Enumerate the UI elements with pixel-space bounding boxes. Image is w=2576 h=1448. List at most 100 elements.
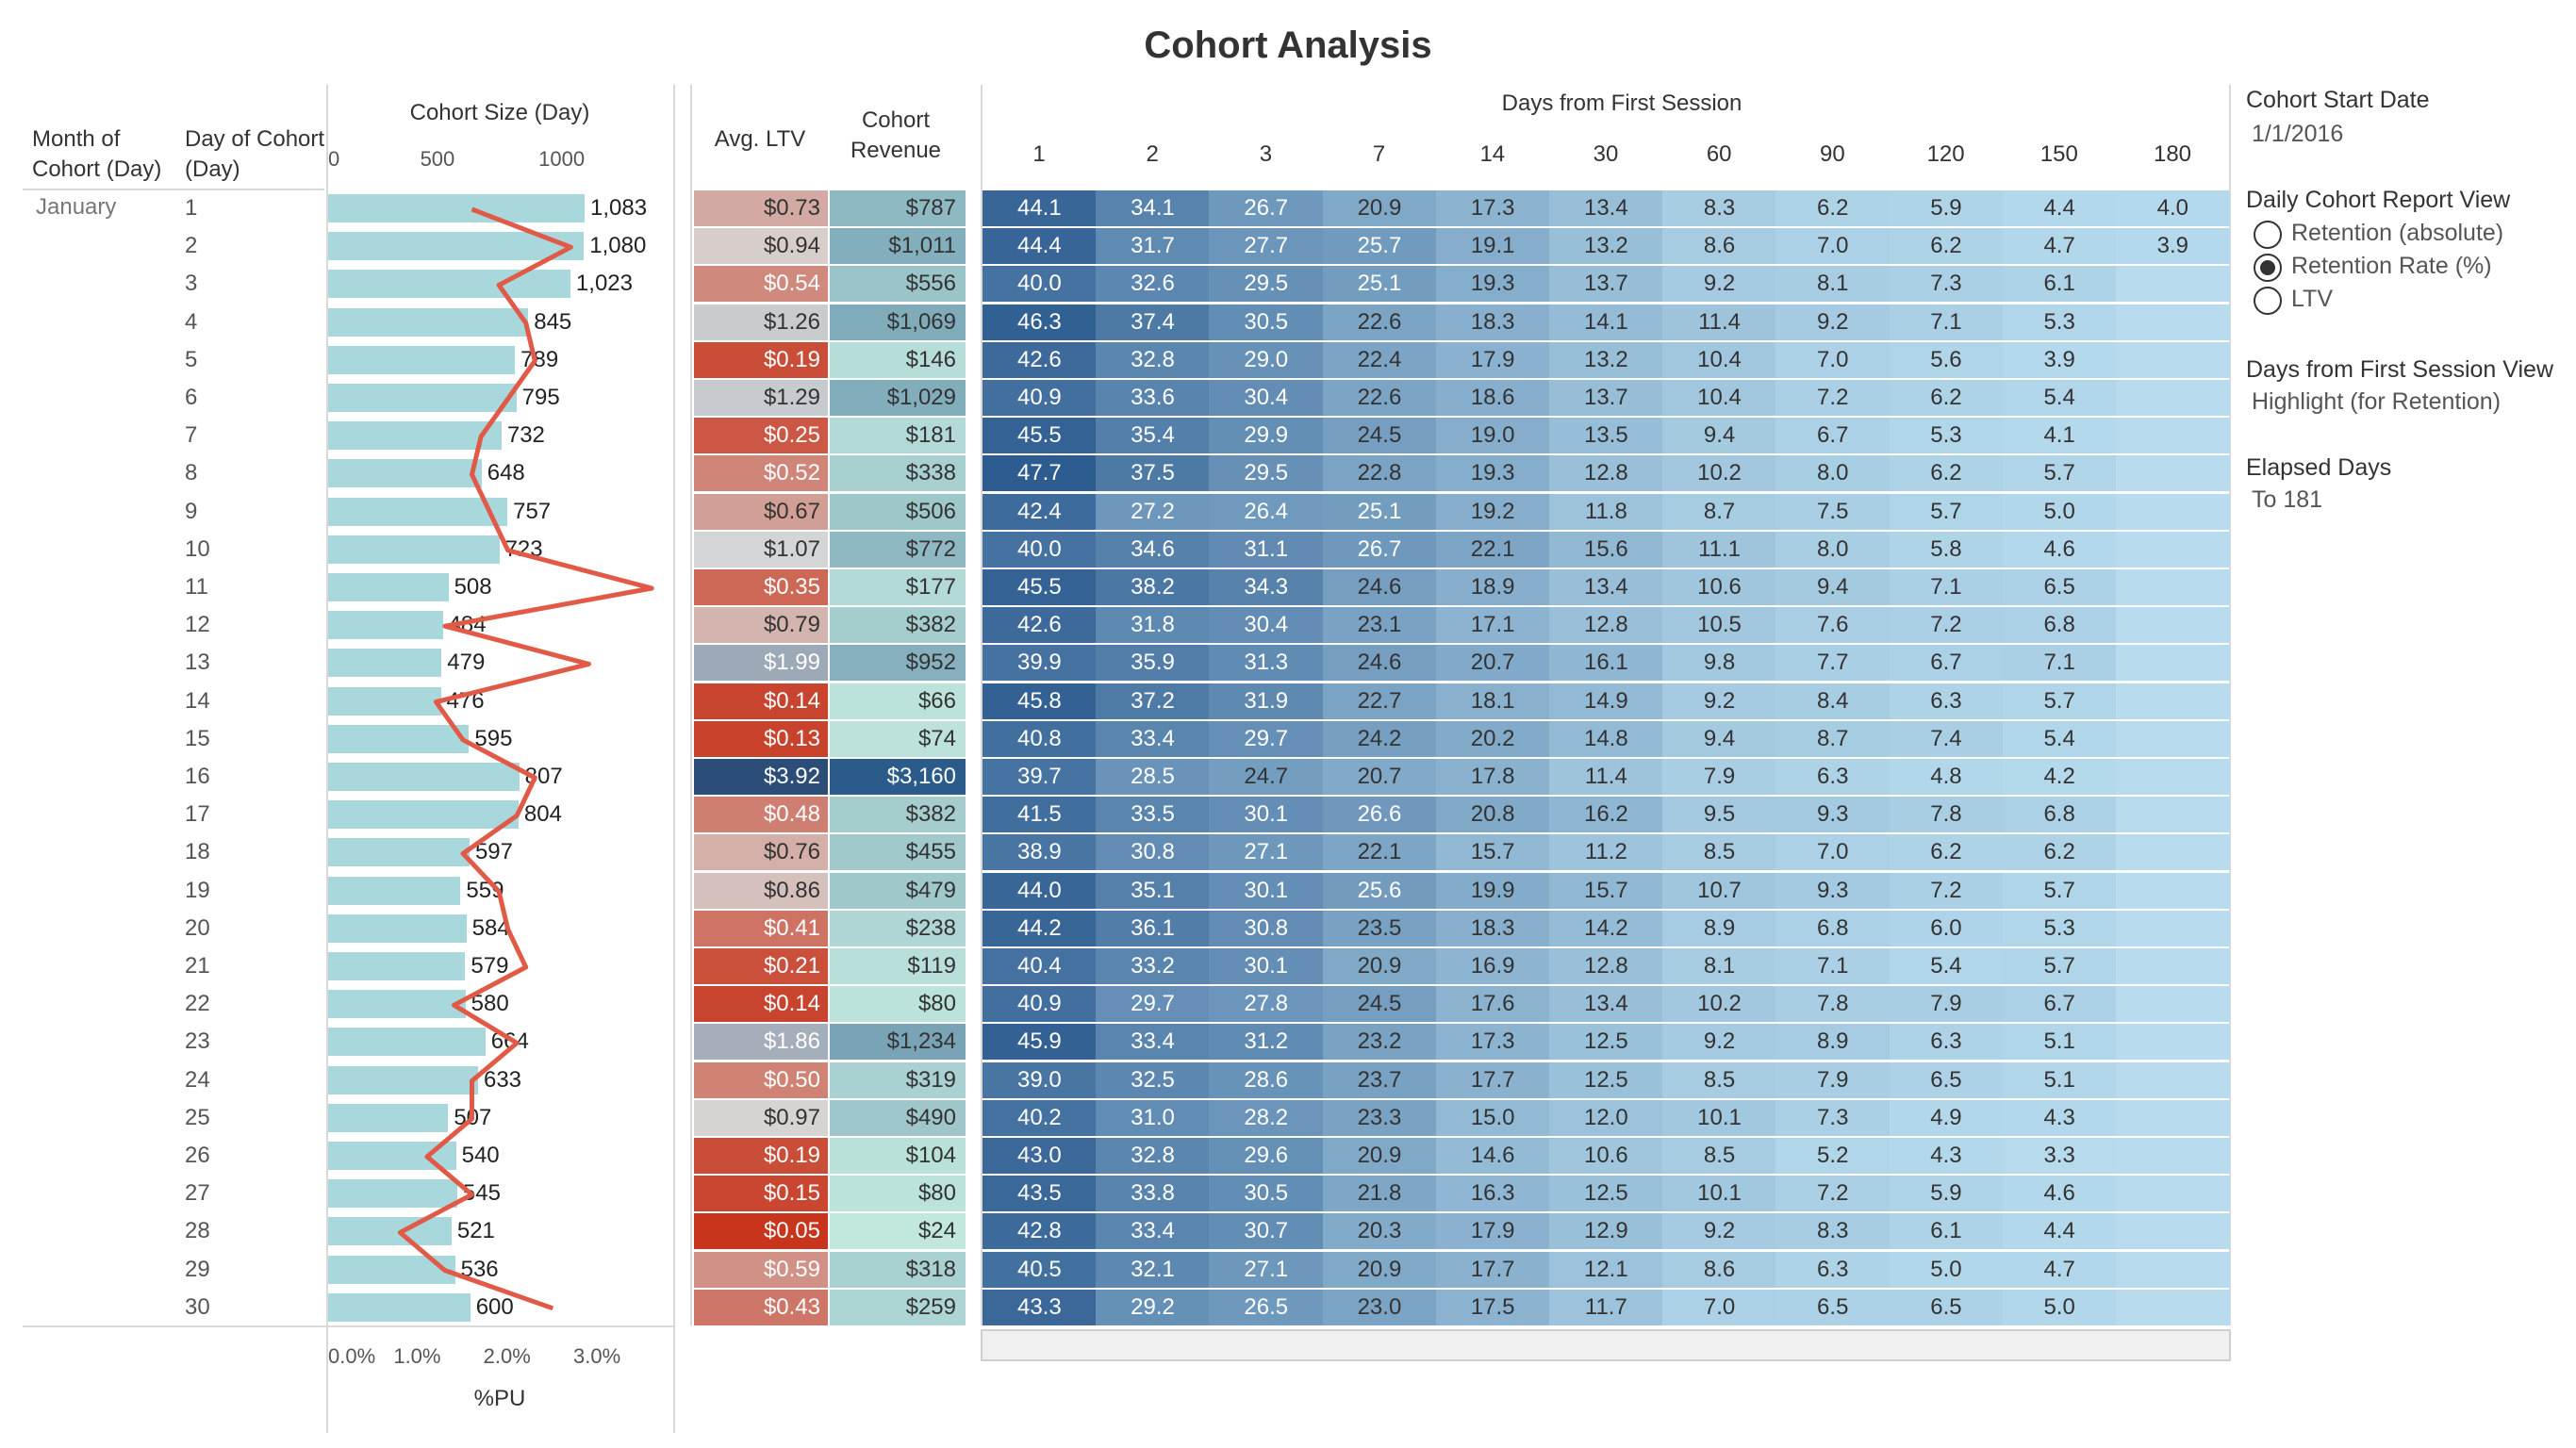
retention-cell: 27.2 (1096, 493, 1210, 530)
retention-cell: 32.8 (1096, 1138, 1210, 1174)
retention-cell: 6.2 (1889, 380, 2004, 416)
cohort-size-bar (328, 1292, 471, 1322)
cohort-revenue-cell: $772 (830, 531, 966, 568)
retention-cell (2116, 607, 2230, 644)
retention-cell: 37.5 (1096, 455, 1210, 492)
retention-cell: 17.3 (1435, 1024, 1550, 1061)
cohort-size-label: 648 (487, 460, 525, 486)
cohort-size-bar (328, 763, 520, 791)
cohort-revenue-cell: $177 (830, 569, 966, 605)
retention-cell: 13.2 (1549, 228, 1663, 265)
retention-cell: 29.5 (1209, 455, 1324, 492)
retention-cell: 20.9 (1322, 1138, 1437, 1174)
retention-cell: 6.3 (1775, 1251, 1891, 1288)
pu-axis-tick: 1.0% (393, 1344, 441, 1368)
retention-cell: 10.5 (1662, 607, 1776, 644)
retention-cell (2116, 797, 2230, 833)
horizontal-scrollbar[interactable] (981, 1329, 2231, 1361)
elapsed-days-value[interactable]: To 181 (2252, 486, 2323, 513)
cohort-start-date-value[interactable]: 1/1/2016 (2252, 121, 2344, 147)
retention-cell: 31.8 (1096, 607, 1210, 644)
retention-cell: 7.7 (1775, 645, 1891, 682)
retention-cell: 31.9 (1209, 683, 1324, 719)
cohort-size-label: 804 (523, 801, 562, 828)
retention-cell: 10.1 (1662, 1176, 1776, 1212)
retention-cell: 7.0 (1662, 1289, 1776, 1325)
cohort-size-bar (328, 535, 500, 564)
report-view-option-label[interactable]: Retention Rate (%) (2291, 253, 2492, 279)
day-label: 13 (185, 650, 210, 676)
report-view-radio[interactable] (2254, 254, 2282, 282)
report-view-option-label[interactable]: LTV (2291, 286, 2333, 312)
retention-cell: 30.8 (1096, 834, 1210, 871)
day-column-header: 30 (1593, 141, 1619, 167)
day-label: 14 (185, 687, 210, 714)
report-view-option-label[interactable]: Retention (absolute) (2291, 220, 2504, 246)
report-view-radio[interactable] (2254, 221, 2282, 249)
cohort-size-label: 600 (475, 1293, 514, 1320)
cohort-size-bar (328, 952, 466, 980)
retention-cell: 8.9 (1775, 1024, 1891, 1061)
cohort-size-label: 521 (456, 1218, 495, 1244)
day-label: 9 (185, 498, 198, 524)
day-label: 22 (185, 991, 210, 1017)
avg-ltv-cell: $1.26 (694, 304, 828, 340)
cohort-size-bar (328, 611, 443, 640)
day-label: 27 (185, 1180, 210, 1207)
retention-cell: 17.7 (1435, 1251, 1550, 1288)
retention-cell: 40.0 (983, 266, 1097, 303)
retention-cell: 20.8 (1435, 797, 1550, 833)
retention-cell: 30.8 (1209, 910, 1324, 946)
retention-cell: 30.4 (1209, 380, 1324, 416)
avg-ltv-cell: $0.19 (694, 1138, 828, 1174)
retention-cell: 14.6 (1435, 1138, 1550, 1174)
retention-cell: 5.3 (1889, 418, 2004, 454)
retention-cell: 29.7 (1209, 720, 1324, 757)
cohort-revenue-cell: $319 (830, 1061, 966, 1098)
retention-cell: 26.5 (1209, 1289, 1324, 1325)
retention-cell: 9.5 (1662, 797, 1776, 833)
cohort-size-bar (328, 497, 508, 526)
size-axis-tick: 0 (328, 147, 340, 171)
retention-cell: 7.3 (1889, 266, 2004, 303)
retention-cell: 26.7 (1209, 190, 1324, 226)
retention-cell: 8.0 (1775, 455, 1891, 492)
retention-cell: 3.9 (2002, 341, 2117, 378)
retention-cell: 11.4 (1662, 304, 1776, 340)
avg-ltv-cell: $0.19 (694, 341, 828, 378)
day-column-header: 7 (1372, 141, 1386, 167)
report-view-radio[interactable] (2254, 287, 2282, 315)
day-label: 23 (185, 1028, 210, 1055)
day-column-header: 180 (2153, 141, 2192, 167)
retention-cell: 16.3 (1435, 1176, 1550, 1212)
avg-ltv-cell: $0.97 (694, 1099, 828, 1136)
retention-cell: 20.9 (1322, 1251, 1437, 1288)
retention-cell (2116, 266, 2230, 303)
size-axis-tick: 500 (420, 147, 455, 171)
cohort-revenue-header: Cohort Revenue (850, 107, 942, 163)
retention-cell: 28.6 (1209, 1061, 1324, 1098)
avg-ltv-cell: $1.29 (694, 380, 828, 416)
retention-cell: 5.0 (2002, 1289, 2117, 1325)
retention-cell: 8.6 (1662, 1251, 1776, 1288)
retention-cell: 11.2 (1549, 834, 1663, 871)
retention-cell (2116, 1138, 2230, 1174)
day-label: 8 (185, 460, 198, 486)
retention-cell: 45.5 (983, 418, 1097, 454)
retention-cell: 24.6 (1322, 645, 1437, 682)
day-label: 28 (185, 1218, 210, 1244)
cohort-size-bar (328, 459, 482, 488)
cohort-size-label: 633 (483, 1066, 522, 1093)
retention-cell: 33.4 (1096, 1024, 1210, 1061)
retention-cell: 17.8 (1435, 759, 1550, 795)
cohort-size-label: 1,080 (589, 233, 647, 259)
cohort-revenue-cell: $787 (830, 190, 966, 226)
days-view-value[interactable]: Highlight (for Retention) (2252, 388, 2502, 415)
retention-cell (2116, 986, 2230, 1023)
retention-cell: 19.1 (1435, 228, 1550, 265)
retention-cell: 7.2 (1889, 872, 2004, 909)
retention-cell: 45.8 (983, 683, 1097, 719)
retention-cell: 8.4 (1775, 683, 1891, 719)
retention-cell: 6.5 (1889, 1289, 2004, 1325)
retention-cell: 43.5 (983, 1176, 1097, 1212)
